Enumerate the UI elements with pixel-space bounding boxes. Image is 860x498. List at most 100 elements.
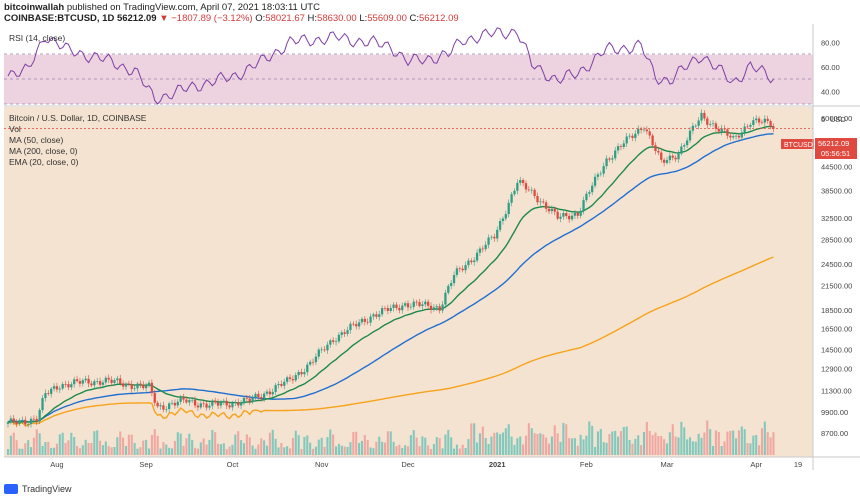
candle-body xyxy=(539,201,542,203)
ma200-line xyxy=(7,256,774,427)
candle-body xyxy=(314,356,318,363)
candle-body xyxy=(608,158,611,160)
volume-bar xyxy=(484,438,487,455)
volume-bar xyxy=(372,448,375,455)
candle-body xyxy=(165,409,168,410)
volume-bar xyxy=(188,433,191,455)
volume-bar xyxy=(288,448,292,455)
volume-bar xyxy=(599,428,602,455)
tradingview-footer[interactable]: TradingView xyxy=(4,482,72,496)
chart-header: bitcoinwallah published on TradingView.c… xyxy=(0,0,860,24)
volume-bar xyxy=(648,430,651,455)
candle-body xyxy=(536,196,539,203)
candle-body xyxy=(343,332,346,334)
candle-body xyxy=(254,393,257,398)
candle-body xyxy=(490,236,493,238)
volume-bar xyxy=(404,445,407,455)
volume-bar xyxy=(29,447,33,455)
volume-bar xyxy=(424,437,427,455)
candle-body xyxy=(380,308,384,315)
candle-body xyxy=(225,400,228,406)
volume-bar xyxy=(395,446,398,455)
volume-bar xyxy=(654,432,657,455)
candle-body xyxy=(386,308,389,311)
price-tick-label: 12900.00 xyxy=(821,365,852,374)
candle-body xyxy=(694,125,697,127)
candle-body xyxy=(504,214,507,219)
volume-bar xyxy=(427,445,430,455)
volume-bar xyxy=(591,425,594,455)
chart-title: Bitcoin / U.S. Dollar, 1D, COINBASE xyxy=(9,113,147,123)
candle-body xyxy=(280,384,283,386)
volume-bar xyxy=(73,437,76,455)
rsi-panel[interactable]: 80.00 60.00 40.00 RSI (14, close) xyxy=(4,24,840,105)
volume-bar xyxy=(133,443,136,455)
volume-bar xyxy=(542,434,545,455)
candle-body xyxy=(530,189,533,191)
volume-bar xyxy=(47,441,50,455)
volume-bar xyxy=(21,448,24,455)
volume-bar xyxy=(533,433,536,455)
volume-bar xyxy=(714,430,717,455)
published-text: published on TradingView.com, April 07, … xyxy=(66,2,320,13)
candle-body xyxy=(498,221,502,230)
candle-body xyxy=(61,384,64,389)
candle-body xyxy=(286,377,289,382)
candle-body xyxy=(576,212,579,216)
volume-bar xyxy=(527,423,530,455)
price-panel[interactable]: Bitcoin / U.S. Dollar, 1D, COINBASE Vol … xyxy=(4,107,857,457)
candle-body xyxy=(435,306,438,308)
volume-bar xyxy=(530,428,533,455)
volume-bar xyxy=(61,432,64,455)
candle-body xyxy=(455,268,459,275)
candle-body xyxy=(709,124,712,125)
volume-bar xyxy=(519,436,522,455)
volume-bar xyxy=(671,424,674,455)
time-axis[interactable]: Aug Sep Oct Nov Dec 2021 Feb Mar Apr 19 xyxy=(50,460,802,469)
volume-bar xyxy=(749,443,752,455)
volume-bar xyxy=(401,447,404,455)
volume-bar xyxy=(147,448,151,455)
volume-bar xyxy=(729,430,732,455)
rsi-label: RSI (14, close) xyxy=(9,33,65,43)
candle-body xyxy=(300,372,303,375)
candle-body xyxy=(121,383,125,387)
volume-bar xyxy=(300,449,303,455)
candle-body xyxy=(242,397,246,404)
candle-body xyxy=(642,129,646,131)
author-name[interactable]: bitcoinwallah xyxy=(4,2,65,13)
candle-body xyxy=(429,305,433,310)
volume-bar xyxy=(504,428,507,455)
volume-bar xyxy=(720,446,723,455)
candle-body xyxy=(501,218,505,221)
volume-bar xyxy=(113,447,116,455)
candle-body xyxy=(173,402,177,406)
volume-bar xyxy=(415,437,418,455)
volume-bar xyxy=(194,447,197,455)
volume-bar xyxy=(378,436,381,455)
volume-bar xyxy=(723,441,726,455)
candle-body xyxy=(516,182,519,191)
ohlc-line: COINBASE:BTCUSD, 1D 56212.09 ▼ −1807.89 … xyxy=(4,13,459,24)
volume-bar xyxy=(191,439,194,455)
candle-body xyxy=(375,314,378,317)
volume-bar xyxy=(383,442,387,455)
volume-bar xyxy=(291,437,294,455)
volume-bar xyxy=(573,438,576,455)
candle-body xyxy=(202,403,205,405)
volume-bar xyxy=(406,446,410,455)
volume-bar xyxy=(127,434,130,455)
volume-bar xyxy=(50,447,53,455)
volume-bar xyxy=(93,431,96,455)
volume-bar xyxy=(375,441,378,455)
volume-bar xyxy=(579,434,582,455)
price-tick-label: 21500.00 xyxy=(821,281,852,290)
volume-bar xyxy=(493,432,496,455)
volume-bar xyxy=(435,437,438,455)
volume-bar xyxy=(691,441,694,455)
price-tick-label: 32500.00 xyxy=(821,214,852,223)
candle-body xyxy=(662,159,666,163)
volume-bar xyxy=(286,446,289,455)
volume-bar xyxy=(352,432,355,455)
